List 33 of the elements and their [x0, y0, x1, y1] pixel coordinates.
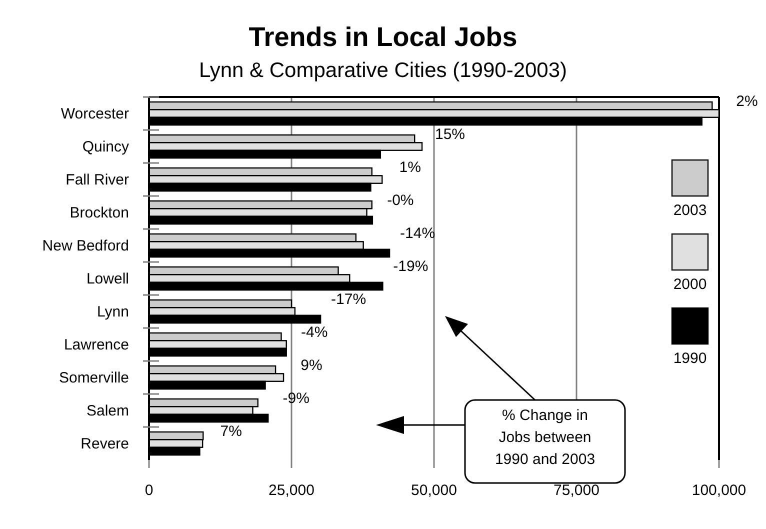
y-tick-label: Lawrence: [64, 336, 129, 354]
chart-title: Trends in Local Jobs: [248, 22, 518, 52]
annotation: 1%: [399, 158, 421, 176]
annotation: -19%: [393, 258, 428, 275]
annotation: -0%: [387, 192, 414, 209]
y-tick-label: Fall River: [66, 172, 129, 188]
x-tick-label: 0: [144, 482, 154, 499]
x-tick-label: 100,000: [692, 482, 746, 499]
annotation: 7%: [220, 422, 242, 440]
x-tick-label: 50,000: [411, 482, 457, 499]
y-tick-label: Quincy: [82, 138, 130, 156]
annotation: -9%: [282, 390, 310, 407]
annotation: 9%: [300, 356, 322, 374]
y-tick-label: New Bedford: [42, 238, 129, 254]
y-tick-label: Lynn: [97, 304, 129, 320]
y-tick-label: Brockton: [70, 204, 129, 222]
legend-label: 2003: [673, 202, 707, 219]
y-tick-label: Somerville: [58, 370, 129, 386]
y-tick-label: Salem: [86, 402, 129, 420]
annotation: % Change in Jobs between 1990 and 2003: [494, 407, 596, 468]
y-tick-label: Lowell: [86, 270, 129, 288]
chart-subtitle: Lynn & Comparative Cities (1990-2003): [198, 59, 568, 82]
text: 2%: [736, 92, 758, 110]
legend-label: 1990: [673, 350, 707, 367]
annotation: -14%: [400, 224, 436, 242]
y-tick-label: Worcester: [60, 106, 129, 122]
x-tick-label: 75,000: [554, 482, 600, 499]
x-tick-label: 25,000: [268, 482, 314, 499]
legend-label: 2000: [673, 276, 707, 293]
annotation: -17%: [331, 290, 366, 308]
annotation: 15%: [435, 126, 466, 143]
y-tick-label: Revere: [80, 436, 129, 452]
annotation: -4%: [301, 324, 328, 341]
